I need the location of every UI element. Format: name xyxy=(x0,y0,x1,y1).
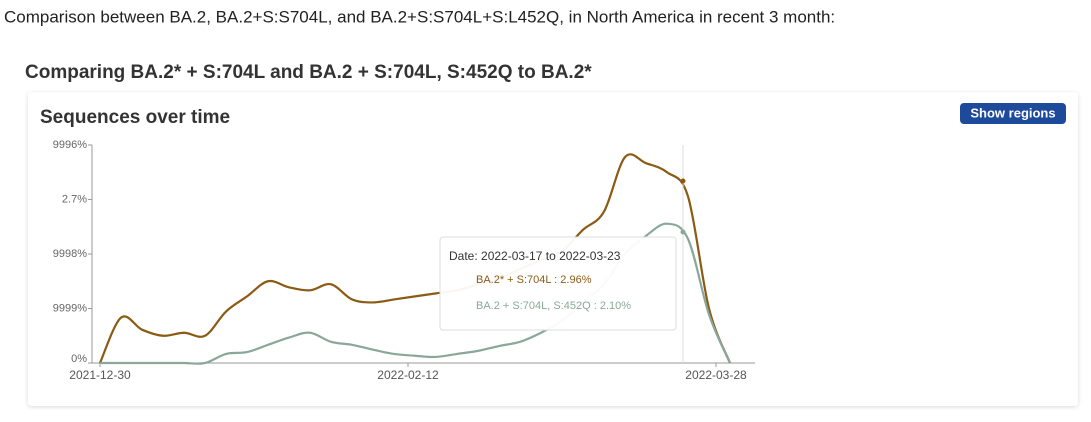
hover-dot xyxy=(680,178,686,184)
card-title: Sequences over time xyxy=(40,107,230,128)
show-regions-button[interactable] xyxy=(960,103,1066,124)
y-tick-label: 2.7% xyxy=(62,193,87,205)
tooltip xyxy=(439,236,677,331)
chart-title: Comparing BA.2* + S:704L and BA.2 + S:70… xyxy=(25,62,592,83)
y-tick-label: 0% xyxy=(71,353,87,365)
x-tick-label: 2022-02-12 xyxy=(377,368,439,382)
y-tick-label: 9998% xyxy=(53,248,87,260)
header: Comparison between BA.2, BA.2+S:S704L, a… xyxy=(4,7,835,26)
hover-dot xyxy=(680,229,686,235)
tooltip-date: Date: 2022-03-17 to 2022-03-23 xyxy=(449,249,621,263)
y-tick-label: 9999% xyxy=(53,302,87,314)
tooltip-line: BA.2 + S:704L, S:452Q : 2.10% xyxy=(476,300,631,312)
x-tick-label: 2021-12-30 xyxy=(69,368,131,382)
tooltip-line: BA.2* + S:704L : 2.96% xyxy=(476,274,592,286)
x-tick-label: 2022-03-28 xyxy=(685,368,747,382)
y-tick-label: 9996% xyxy=(53,139,87,151)
button-label[interactable]: Show regions xyxy=(970,105,1055,120)
series-line xyxy=(98,153,732,364)
